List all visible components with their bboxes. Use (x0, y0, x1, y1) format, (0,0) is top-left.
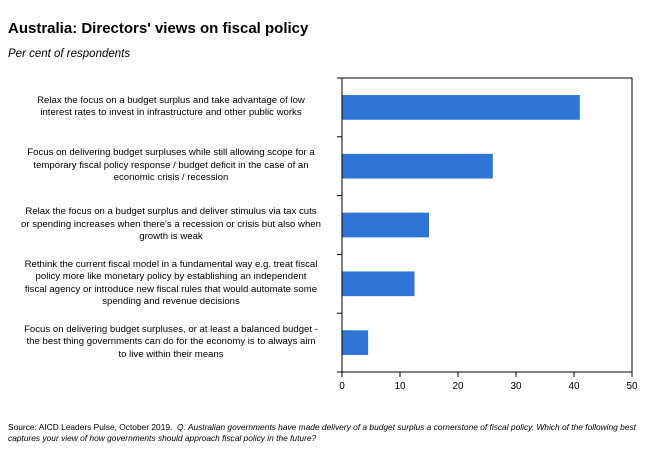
x-tick-label-0: 0 (339, 381, 345, 392)
category-label-1-line-1: Relax the focus on a budget surplus and … (37, 94, 305, 106)
category-label-5-line-1: Focus on delivering budget surpluses, or… (24, 323, 318, 335)
category-label-2-line-1: Focus on delivering budget surpluses whi… (27, 147, 315, 159)
chart-subtitle: Per cent of respondents (8, 48, 131, 60)
category-label-3-line-3: growth is weak (139, 231, 203, 243)
category-label-2-line-2: temporary fiscal policy response / budge… (33, 159, 309, 171)
category-label-4-line-2: policy more like monetary policy by esta… (35, 271, 307, 283)
category-label-2-line-3: economic crisis / recession (113, 172, 229, 184)
category-label-5: Focus on delivering budget surpluses, or… (6, 324, 336, 362)
bar-4 (342, 271, 415, 297)
plot-frame (341, 77, 633, 373)
x-tick-label-5: 50 (626, 381, 638, 392)
x-tick-label-2: 20 (452, 381, 464, 392)
category-label-5-line-3: to live within their means (118, 348, 224, 360)
category-label-3: Relax the focus on a budget surplus and … (6, 206, 336, 244)
bar-1 (342, 95, 580, 120)
bars-group (342, 95, 580, 355)
bar-3 (342, 212, 429, 238)
chart-title: Australia: Directors' views on fiscal po… (8, 20, 309, 37)
x-tick-label-4: 40 (568, 381, 580, 392)
category-label-1-line-2: interest rates to invest in infrastructu… (40, 107, 302, 119)
source-text: Source: AICD Leaders Pulse, October 2019… (8, 422, 173, 432)
bar-chart: 0 10 20 30 40 50 (337, 77, 638, 392)
x-tick-label-1: 10 (394, 381, 406, 392)
category-label-4-line-1: Rethink the current fiscal model in a fu… (24, 258, 318, 270)
bar-5 (342, 330, 369, 355)
category-label-4-line-3: fiscal agency or introduce new fiscal ru… (24, 283, 318, 295)
source-note: Source: AICD Leaders Pulse, October 2019… (8, 422, 648, 443)
category-label-4-line-4: spending and revenue decisions (102, 296, 240, 308)
category-label-3-line-1: Relax the focus on a budget surplus and … (25, 206, 317, 218)
category-label-5-line-2: the best thing governments can do for th… (26, 336, 316, 348)
x-tick-label-3: 30 (510, 381, 522, 392)
category-label-3-line-2: or spending increases when there's a rec… (21, 218, 321, 230)
category-label-2: Focus on delivering budget surpluses whi… (6, 147, 336, 185)
axes-group: 0 10 20 30 40 50 (337, 77, 638, 392)
category-label-4: Rethink the current fiscal model in a fu… (6, 259, 336, 309)
category-label-1: Relax the focus on a budget surplus and … (6, 95, 336, 120)
bar-2 (342, 153, 493, 179)
survey-question: Q. Australian governments have made deli… (8, 422, 636, 443)
